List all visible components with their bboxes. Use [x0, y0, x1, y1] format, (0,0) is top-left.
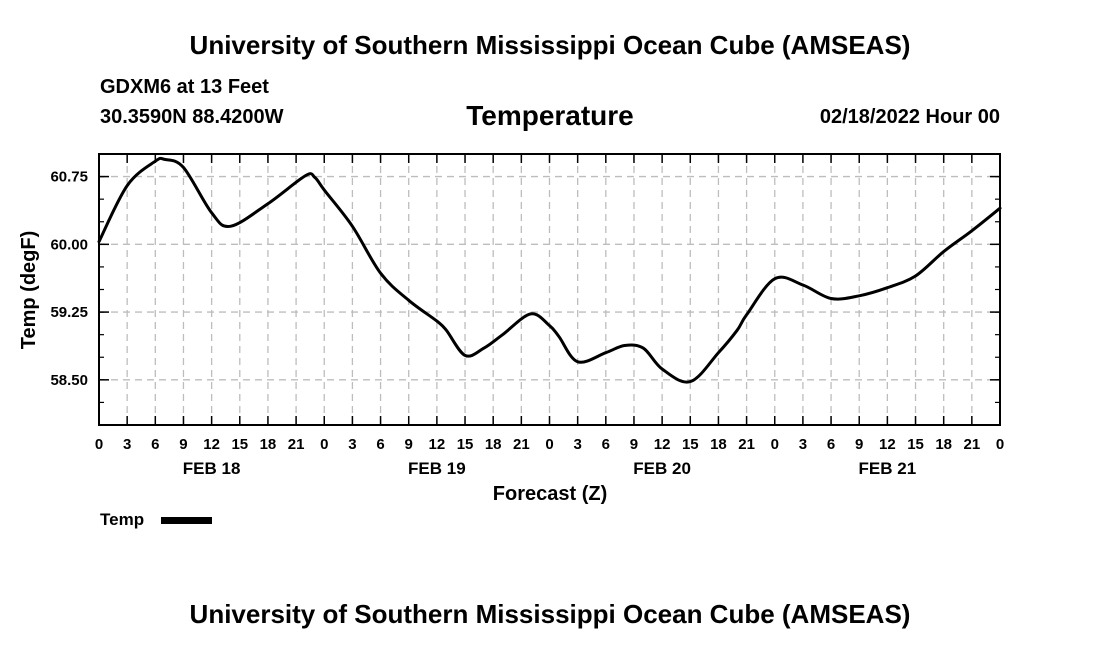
x-tick-label: 0: [771, 436, 779, 453]
axis-labels: 58.50 59.25 60.00 60.75 0 3 6 9 12 15 18 21 0 3 6 9 12 15…: [50, 169, 1004, 478]
x-tick-label: 18: [485, 436, 502, 453]
x-tick-label: 21: [288, 436, 305, 453]
x-tick-label: 9: [855, 436, 863, 453]
x-tick-label: 3: [123, 436, 131, 453]
footer-title: University of Southern Mississippi Ocean…: [189, 599, 911, 629]
y-tick-label: 60.75: [50, 169, 88, 186]
x-tick-label: 15: [907, 436, 924, 453]
x-tick-label: 18: [260, 436, 277, 453]
x-tick-label: 12: [429, 436, 446, 453]
forecast-datetime: 02/18/2022 Hour 00: [819, 106, 1000, 128]
y-axis-label: Temp (degF): [18, 231, 40, 350]
date-label: FEB 20: [633, 459, 691, 478]
station-label: GDXM6 at 13 Feet: [100, 76, 269, 98]
x-tick-label: 12: [203, 436, 220, 453]
x-tick-label: 21: [513, 436, 530, 453]
y-tick-label: 59.25: [50, 304, 88, 321]
x-tick-label: 0: [545, 436, 553, 453]
date-label: FEB 21: [859, 459, 917, 478]
date-label: FEB 18: [183, 459, 241, 478]
x-tick-label: 0: [95, 436, 103, 453]
x-tick-label: 6: [376, 436, 384, 453]
x-tick-label: 3: [799, 436, 807, 453]
x-tick-label: 15: [682, 436, 699, 453]
x-tick-label: 15: [231, 436, 248, 453]
x-tick-label: 9: [630, 436, 638, 453]
x-tick-label: 12: [654, 436, 671, 453]
x-tick-label: 21: [964, 436, 981, 453]
x-tick-label: 3: [573, 436, 581, 453]
x-tick-label: 9: [405, 436, 413, 453]
x-tick-label: 6: [827, 436, 835, 453]
page-title: University of Southern Mississippi Ocean…: [189, 30, 911, 60]
x-tick-label: 3: [348, 436, 356, 453]
legend-label: Temp: [100, 510, 144, 529]
plot-frame: [98, 153, 1001, 426]
y-tick-label: 58.50: [50, 372, 88, 389]
x-tick-label: 6: [151, 436, 159, 453]
x-tick-label: 18: [710, 436, 727, 453]
temp-series-line: [97, 156, 1002, 384]
x-tick-label: 9: [179, 436, 187, 453]
y-tick-label: 60.00: [50, 236, 88, 253]
x-tick-label: 21: [738, 436, 755, 453]
x-tick-label: 15: [457, 436, 474, 453]
x-tick-label: 18: [935, 436, 952, 453]
station-coordinates: 30.3590N 88.4200W: [100, 106, 284, 128]
x-axis-label: Forecast (Z): [493, 483, 607, 505]
x-tick-label: 0: [320, 436, 328, 453]
date-label: FEB 19: [408, 459, 466, 478]
chart-title: Temperature: [466, 100, 634, 131]
x-tick-label: 12: [879, 436, 896, 453]
grid: [99, 154, 1000, 425]
legend: Temp: [100, 510, 212, 529]
x-tick-label: 6: [602, 436, 610, 453]
x-tick-label: 0: [996, 436, 1004, 453]
legend-swatch: [161, 517, 212, 524]
